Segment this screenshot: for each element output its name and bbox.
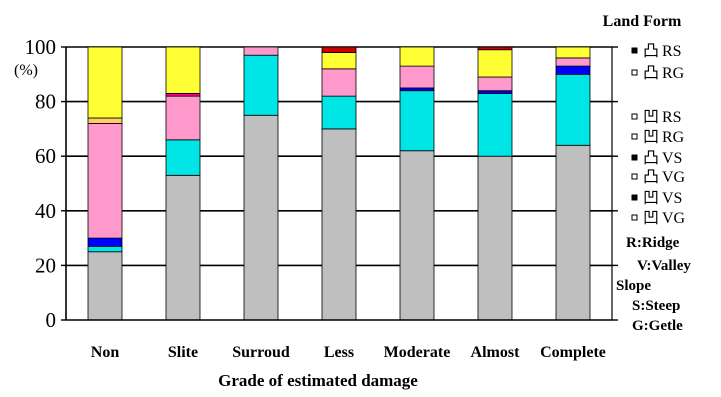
bar-segment-6-4 [555,57,591,67]
category-label-5: Almost [471,344,521,361]
legend-note-0: R:Ridge [626,235,680,251]
legend-note-4: G:Getle [632,318,683,334]
bar-segment-1-2 [165,139,201,176]
legend-code-7: VG [662,210,686,227]
category-label-4: Moderate [384,344,451,361]
legend-code-1: RG [662,65,685,82]
legend: 凸 RS凸 RG凹 RS凹 RG凸 VS凸 VG凹 VS凹 VG [631,43,686,227]
category-label-1: Slite [168,344,198,361]
bar-segment-6-0 [555,144,591,321]
legend-code-2: RS [662,109,682,126]
y-tick-label-1: 20 [35,253,56,277]
legend-code-6: VS [662,190,682,207]
bar-segment-2-2 [243,54,279,116]
bar-segment-3-4 [321,68,357,97]
bar-segment-3-8 [321,46,357,53]
legend-note-1: V:Valley [637,258,691,274]
bar-segment-2-4 [243,46,279,56]
bar-segment-1-5 [165,93,201,97]
y-tick-labels: 0 20 40 60 80 100 [25,35,57,332]
y-tick-label-5: 100 [25,35,57,59]
bar-segment-6-3 [555,65,591,75]
legend-swatch-4 [631,154,638,161]
legend-code-0: RS [662,43,682,60]
legend-swatch-3 [631,133,638,140]
x-axis-label: Grade of estimated damage [218,371,418,390]
legend-glyph-0: 凸 [643,43,659,60]
legend-swatch-6 [631,194,638,201]
bar-segment-6-2 [555,73,591,146]
legend-swatch-2 [631,113,638,120]
y-tick-label-4: 80 [35,90,56,114]
legend-swatch-0 [631,47,638,54]
bar-segment-5-3 [477,90,513,94]
legend-glyph-5: 凸 [643,169,659,186]
y-tick-label-2: 40 [35,199,56,223]
legend-notes: R:Ridge V:Valley Slope S:Steep G:Getle [616,235,691,334]
bar-segment-1-0 [165,174,201,321]
bar-segment-4-4 [399,65,435,89]
bar-segment-5-0 [477,155,513,321]
bar-segment-4-2 [399,90,435,152]
bar-segment-2-0 [243,114,279,321]
bar-segment-4-7 [399,46,435,67]
bar-segment-0-7 [87,46,123,119]
category-label-2: Surroud [232,344,290,361]
legend-note-2: Slope [616,278,651,294]
legend-code-5: VG [662,169,686,186]
y-tick-label-3: 60 [35,144,56,168]
legend-swatch-7 [631,214,638,221]
legend-code-3: RG [662,129,685,146]
bar-segment-3-7 [321,52,357,70]
legend-glyph-1: 凸 [643,65,659,82]
bar-segment-3-0 [321,128,357,321]
bar-segment-1-4 [165,95,201,141]
legend-note-3: S:Steep [632,298,680,314]
axes [61,46,618,321]
bar-segment-5-4 [477,76,513,92]
bar-segment-5-7 [477,49,513,78]
bar-segment-4-3 [399,87,435,92]
legend-code-4: VS [662,150,682,167]
bar-segment-0-4 [87,123,123,239]
bar-segment-0-3 [87,237,123,247]
bar-segment-5-2 [477,93,513,157]
legend-glyph-6: 凹 [643,190,659,207]
legend-glyph-7: 凹 [643,210,659,227]
legend-glyph-2: 凹 [643,109,659,126]
bar-segment-6-7 [555,46,591,59]
bar-segment-3-2 [321,95,357,130]
bars [87,46,591,321]
category-label-0: Non [91,344,120,361]
category-label-3: Less [324,344,354,361]
bar-segment-5-8 [477,46,513,51]
bar-segment-1-7 [165,46,201,94]
legend-glyph-4: 凸 [643,150,659,167]
legend-title: Land Form [603,13,682,30]
bar-segment-0-0 [87,251,123,321]
category-label-6: Complete [540,344,606,361]
legend-glyph-3: 凹 [643,129,659,146]
legend-swatch-1 [631,69,638,76]
y-unit-label: (%) [14,62,38,79]
y-tick-label-0: 0 [46,308,57,332]
bar-segment-0-2 [87,245,123,253]
bar-segment-4-0 [399,150,435,321]
category-labels: Non Slite Surroud Less Moderate Almost Complet… [91,344,606,361]
legend-swatch-5 [631,173,638,180]
bar-segment-0-6 [87,117,123,124]
